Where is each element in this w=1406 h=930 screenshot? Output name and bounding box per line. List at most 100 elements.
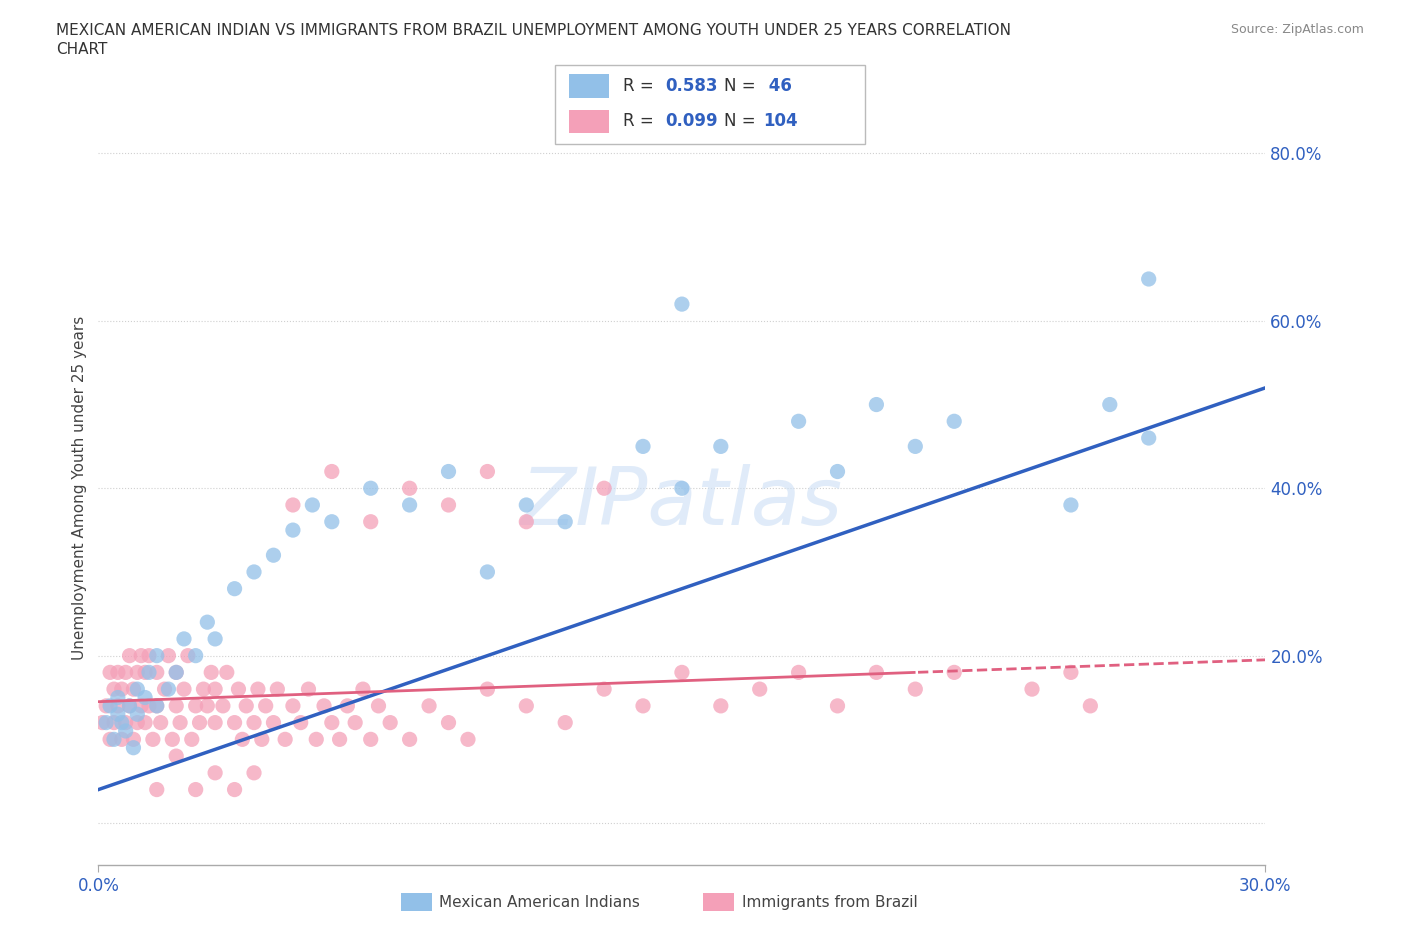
Point xyxy=(138,698,160,713)
Text: 0.583: 0.583 xyxy=(665,76,717,95)
Point xyxy=(224,581,246,596)
Point xyxy=(107,665,129,680)
Point xyxy=(111,682,134,697)
Point xyxy=(243,765,266,780)
Point xyxy=(329,732,352,747)
Point xyxy=(98,698,121,713)
Point xyxy=(204,715,226,730)
Point xyxy=(228,682,250,697)
Point xyxy=(943,665,966,680)
Point xyxy=(266,682,288,697)
Text: 46: 46 xyxy=(763,76,793,95)
Point xyxy=(103,732,125,747)
Point xyxy=(127,715,149,730)
Point xyxy=(98,665,121,680)
Point xyxy=(593,481,616,496)
Point xyxy=(380,715,402,730)
Point xyxy=(184,698,207,713)
Point xyxy=(193,682,215,697)
Point xyxy=(321,464,343,479)
Point xyxy=(865,665,887,680)
Point xyxy=(122,732,145,747)
Point xyxy=(710,698,733,713)
Point xyxy=(157,648,180,663)
Point xyxy=(515,698,537,713)
Point xyxy=(243,565,266,579)
Point xyxy=(165,665,187,680)
Point xyxy=(631,439,654,454)
Point xyxy=(515,498,537,512)
Point xyxy=(437,715,460,730)
Point xyxy=(360,514,382,529)
Point xyxy=(127,707,149,722)
Point xyxy=(162,732,184,747)
Point xyxy=(398,498,420,512)
Point xyxy=(118,698,141,713)
Point xyxy=(1080,698,1102,713)
Point xyxy=(114,665,136,680)
Point xyxy=(142,732,165,747)
Point xyxy=(165,665,187,680)
Point xyxy=(98,732,121,747)
Point xyxy=(114,724,136,738)
Point xyxy=(418,698,440,713)
Text: CHART: CHART xyxy=(56,42,108,57)
Y-axis label: Unemployment Among Youth under 25 years: Unemployment Among Youth under 25 years xyxy=(72,316,87,660)
Point xyxy=(281,498,304,512)
Text: N =: N = xyxy=(724,112,761,130)
Point xyxy=(169,715,191,730)
Point xyxy=(107,698,129,713)
Point xyxy=(246,682,269,697)
Point xyxy=(129,648,152,663)
Point xyxy=(290,715,312,730)
Point xyxy=(146,698,169,713)
Point xyxy=(321,715,343,730)
Point xyxy=(360,732,382,747)
Point xyxy=(1060,665,1083,680)
Point xyxy=(204,682,226,697)
Point xyxy=(1137,272,1160,286)
Point xyxy=(262,548,284,563)
Point xyxy=(146,648,169,663)
Point xyxy=(336,698,359,713)
Point xyxy=(184,782,207,797)
Point xyxy=(204,631,226,646)
Point xyxy=(235,698,257,713)
Point xyxy=(96,698,118,713)
Point xyxy=(118,648,141,663)
Point xyxy=(107,707,129,722)
Point xyxy=(671,297,693,312)
Point xyxy=(204,765,226,780)
Point xyxy=(180,732,202,747)
Point xyxy=(127,682,149,697)
Point xyxy=(321,514,343,529)
Point xyxy=(827,464,849,479)
Point xyxy=(787,665,810,680)
Text: MEXICAN AMERICAN INDIAN VS IMMIGRANTS FROM BRAZIL UNEMPLOYMENT AMONG YOUTH UNDER: MEXICAN AMERICAN INDIAN VS IMMIGRANTS FR… xyxy=(56,23,1011,38)
Point xyxy=(114,715,136,730)
Text: R =: R = xyxy=(623,112,659,130)
Point xyxy=(146,665,169,680)
Point xyxy=(122,682,145,697)
Point xyxy=(146,782,169,797)
Point xyxy=(398,481,420,496)
Point xyxy=(118,698,141,713)
Point xyxy=(305,732,328,747)
Point xyxy=(215,665,238,680)
Point xyxy=(195,698,218,713)
Point xyxy=(748,682,770,697)
Point xyxy=(297,682,319,697)
Point xyxy=(827,698,849,713)
Text: R =: R = xyxy=(623,76,659,95)
Point xyxy=(515,514,537,529)
Text: N =: N = xyxy=(724,76,761,95)
Point xyxy=(477,682,499,697)
Point xyxy=(301,498,323,512)
Point xyxy=(477,565,499,579)
Point xyxy=(103,715,125,730)
Point xyxy=(631,698,654,713)
Point xyxy=(554,715,576,730)
Point xyxy=(177,648,200,663)
Point xyxy=(173,631,195,646)
Point xyxy=(127,665,149,680)
